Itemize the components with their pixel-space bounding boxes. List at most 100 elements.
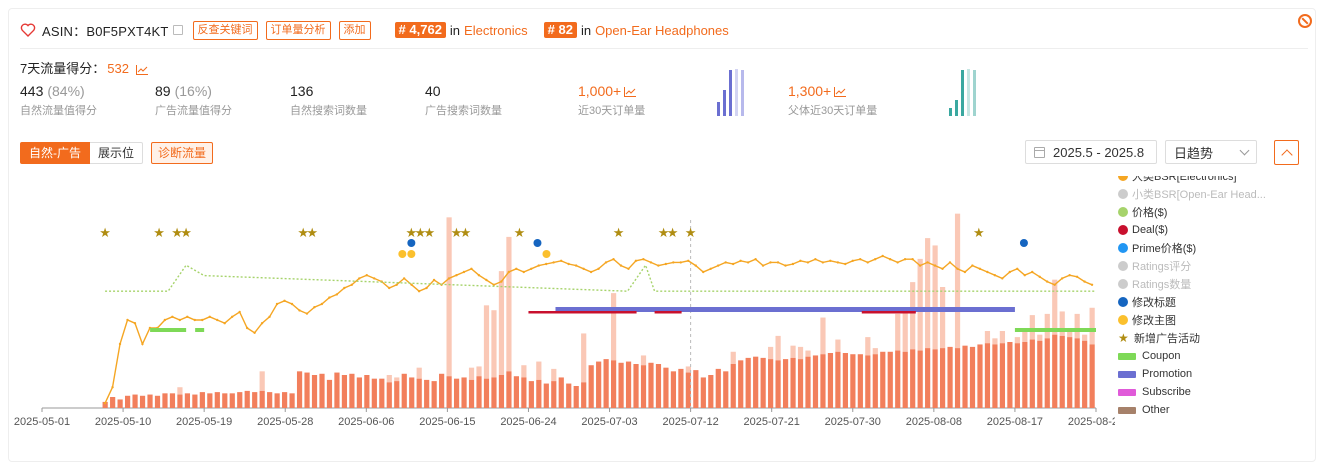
deal-bar xyxy=(861,311,916,314)
bar-ad xyxy=(895,313,901,351)
bsr-point xyxy=(193,318,196,322)
legend-item[interactable]: 修改标题 xyxy=(1118,293,1278,311)
bsr-point xyxy=(769,261,772,264)
bar-ad xyxy=(506,236,512,372)
bar-organic xyxy=(678,368,684,408)
copy-icon[interactable] xyxy=(172,25,183,35)
bar-organic xyxy=(506,371,512,408)
legend-item[interactable]: Ratings数量 xyxy=(1118,275,1278,293)
rank-sub-value: # 82 xyxy=(543,22,577,38)
legend-item[interactable]: 小类BSR[Open-Ear Head... xyxy=(1118,185,1278,203)
bar-organic xyxy=(453,378,460,408)
legend-label: Ratings评分 xyxy=(1132,261,1192,273)
bsr-point xyxy=(141,342,144,346)
bar-organic xyxy=(977,344,983,408)
legend-item[interactable]: Promotion xyxy=(1118,365,1278,383)
bar-ad xyxy=(805,350,811,357)
collapse-button[interactable] xyxy=(1274,140,1299,165)
ad-campaign-star-icon: ★ xyxy=(658,225,670,240)
rank-sub-category-link[interactable]: Open-Ear Headphones xyxy=(595,22,729,38)
bar-ad xyxy=(902,309,908,352)
bsr-point xyxy=(731,262,735,266)
stat-orders-30d-label: 近30天订单量 xyxy=(578,105,646,117)
traffic-score: 7天流量得分： 532 xyxy=(20,58,148,77)
bsr-point xyxy=(260,322,264,325)
date-range-picker[interactable]: 2025.5 - 2025.8 xyxy=(1025,140,1157,164)
bar-organic xyxy=(581,382,587,408)
legend-item[interactable]: 修改主图 xyxy=(1118,311,1278,329)
bar-organic xyxy=(768,359,774,408)
bar-ad xyxy=(939,287,946,349)
star-icon: ★ xyxy=(1118,331,1129,345)
tab-placement[interactable]: 展示位 xyxy=(90,142,144,164)
bsr-point xyxy=(956,267,959,270)
bsr-point xyxy=(305,312,309,315)
bar-ad xyxy=(1014,337,1020,344)
tab-organic-ad[interactable]: 自然-广告 xyxy=(20,142,90,164)
legend-item[interactable]: Deal($) xyxy=(1118,221,1278,239)
bsr-point xyxy=(462,270,466,274)
legend-item[interactable]: Subscribe xyxy=(1118,383,1278,401)
legend-item[interactable]: 价格($) xyxy=(1118,203,1278,221)
reverse-keyword-button[interactable]: 反查关键词 xyxy=(192,20,258,40)
ad-campaign-star-icon: ★ xyxy=(415,225,427,240)
asin-label: ASIN：B0F5PXT4KT xyxy=(42,23,169,39)
bar-ad xyxy=(1067,331,1073,338)
bar-organic xyxy=(401,373,407,408)
legend-item[interactable]: Ratings评分 xyxy=(1118,257,1278,275)
header-row: ASIN：B0F5PXT4KT 反查关键词 订单量分析 添加 # 4,762 i… xyxy=(20,20,729,40)
bsr-point xyxy=(477,274,481,277)
heart-icon[interactable] xyxy=(20,22,36,38)
stat-organic-keywords-label: 自然搜索词数量 xyxy=(290,105,367,117)
bsr-point xyxy=(874,258,877,261)
bar-organic xyxy=(611,360,617,408)
bar-organic xyxy=(267,392,273,408)
bsr-point xyxy=(866,261,869,264)
stat-organic-value: 443 xyxy=(20,83,44,99)
bar-organic xyxy=(775,360,781,408)
add-button[interactable]: 添加 xyxy=(338,20,371,40)
traffic-score-label: 7天流量得分： xyxy=(20,61,106,76)
bar-organic xyxy=(797,359,804,408)
bar-organic xyxy=(102,401,108,408)
x-tick-label: 2025-07-30 xyxy=(825,416,881,428)
trend-icon[interactable] xyxy=(135,64,148,75)
block-icon[interactable] xyxy=(1298,14,1312,28)
bar-organic xyxy=(341,375,348,408)
bsr-point xyxy=(230,315,234,318)
bsr-point xyxy=(111,386,114,389)
bar-organic xyxy=(954,348,961,408)
diagnose-traffic-button[interactable]: 诊断流量 xyxy=(151,142,214,164)
legend-swatch xyxy=(1118,225,1128,235)
orders-trend-icon[interactable] xyxy=(624,87,637,98)
bsr-point xyxy=(343,286,346,290)
bsr-point xyxy=(537,264,540,267)
bar-organic xyxy=(162,393,168,408)
legend-item[interactable]: ★ 新增广告活动 xyxy=(1118,329,1278,347)
bsr-point xyxy=(283,299,286,302)
parent-orders-trend-icon[interactable] xyxy=(834,87,847,98)
legend-item[interactable]: Prime价格($) xyxy=(1118,239,1278,257)
bsr-point xyxy=(245,326,249,330)
legend-label: Deal($) xyxy=(1132,224,1169,236)
bar-organic xyxy=(865,355,871,408)
title-change-marker xyxy=(533,239,542,247)
x-tick-label: 2025-06-06 xyxy=(338,416,394,428)
order-analysis-button[interactable]: 订单量分析 xyxy=(265,20,331,40)
legend-item[interactable]: 大类BSR[Electronics] xyxy=(1118,176,1278,185)
bsr-point xyxy=(716,264,720,267)
legend-label: 修改标题 xyxy=(1132,297,1176,309)
bar-ad xyxy=(1089,307,1095,345)
stat-organic-keywords: 136 自然搜索词数量 xyxy=(290,82,367,118)
trend-granularity-select[interactable]: 日趋势 xyxy=(1165,140,1257,164)
bsr-point xyxy=(761,264,765,267)
bsr-point xyxy=(933,264,937,267)
x-tick-label: 2025-07-12 xyxy=(662,416,718,428)
legend-swatch xyxy=(1118,189,1128,199)
rank-main-category-link[interactable]: Electronics xyxy=(464,22,528,38)
legend-item[interactable]: Coupon xyxy=(1118,347,1278,365)
bar-organic xyxy=(446,376,452,408)
bsr-point xyxy=(373,277,376,280)
legend-item[interactable]: Other xyxy=(1118,401,1278,419)
legend-label: 新增广告活动 xyxy=(1134,333,1200,345)
